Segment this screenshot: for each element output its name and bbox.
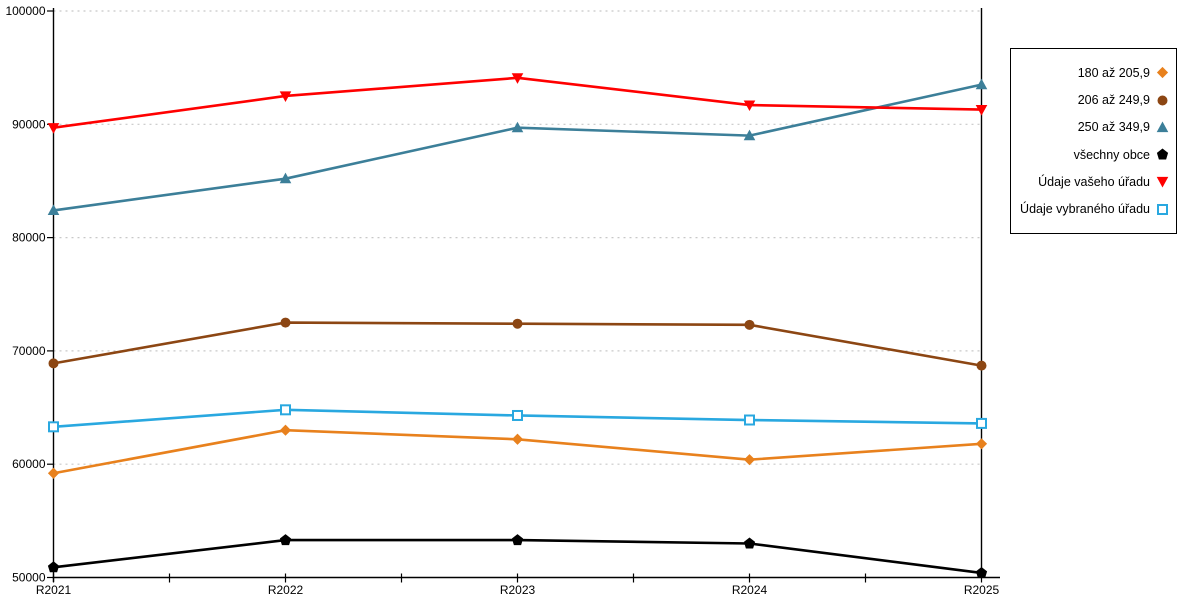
data-point-marker [280,317,291,328]
legend-item-label: Údaje vašeho úřadu [1038,174,1150,189]
legend-item-label: všechny obce [1073,147,1150,162]
data-point-marker [975,566,988,578]
data-point-marker [975,78,988,90]
x-tick-label: R2024 [732,583,768,597]
triangle-down-icon [1156,177,1169,188]
legend-marker-icon [1156,67,1169,79]
circle-icon [1157,95,1168,106]
data-point-marker [48,358,59,369]
series-line [53,83,982,212]
data-point-marker [743,100,756,112]
data-point-marker [975,438,988,450]
y-tick-label: 70000 [12,344,46,358]
triangle-up-icon [1156,121,1169,132]
diamond-icon [1156,67,1169,79]
data-point-marker [743,454,756,466]
data-point-marker [47,467,60,479]
series-line [53,76,982,129]
legend-item: 206 až 249,9 [1015,93,1170,108]
x-tick-label: R2025 [964,583,1000,597]
legend-marker-icon [1156,177,1169,188]
data-point-marker [743,129,756,141]
data-point-marker [279,172,292,184]
data-point-marker [280,404,291,416]
data-point-marker [47,561,60,573]
legend-item: Údaje vašeho úřadu [1015,174,1170,189]
data-point-marker [47,123,60,134]
data-point-marker [511,121,524,133]
legend-item: 250 až 349,9 [1015,120,1170,135]
data-point-marker [511,73,524,84]
legend-marker-icon [1157,203,1168,215]
data-point-marker [744,319,755,330]
legend-item-label: Údaje vybraného úřadu [1020,202,1150,217]
data-point-marker [279,424,292,436]
data-point-marker [512,409,523,421]
legend-item-label: 180 až 205,9 [1077,65,1150,80]
series-line [53,321,982,367]
data-point-marker [976,417,987,429]
legend-item-label: 206 až 249,9 [1077,93,1150,108]
legend-marker-icon [1156,121,1169,132]
line-chart: 50000 60000 70000 80000 90000 100000 R2021 R202… [5,4,1000,597]
legend-item: Údaje vybraného úřadu [1015,202,1170,217]
legend-item: všechny obce [1015,147,1170,162]
data-point-marker [511,534,524,546]
legend-marker-icon [1156,148,1169,160]
legend-item-label: 250 až 349,9 [1077,120,1150,135]
y-tick-label: 100000 [5,4,45,18]
data-point-marker [512,318,523,329]
pentagon-icon [1156,148,1169,160]
y-tick-label: 90000 [12,117,46,131]
y-tick-label: 80000 [12,231,46,245]
square-open-icon [1157,203,1168,215]
x-tick-label: R2023 [500,583,536,597]
y-tick-label: 50000 [12,571,46,585]
data-point-marker [47,204,60,216]
x-tick-label: R2022 [268,583,304,597]
data-point-marker [744,414,755,426]
data-point-marker [511,433,524,445]
x-tick-label: R2021 [36,583,72,597]
data-point-marker [279,91,292,102]
legend-item: 180 až 205,9 [1015,65,1170,80]
data-point-marker [279,534,292,546]
legend: 180 až 205,9 206 až 249,9 250 až 349,9 všec… [1010,48,1177,234]
data-point-marker [743,537,756,549]
data-point-marker [48,421,59,433]
data-point-marker [976,360,987,371]
legend-marker-icon [1157,95,1168,106]
y-tick-label: 60000 [12,457,46,471]
data-point-marker [975,104,988,116]
